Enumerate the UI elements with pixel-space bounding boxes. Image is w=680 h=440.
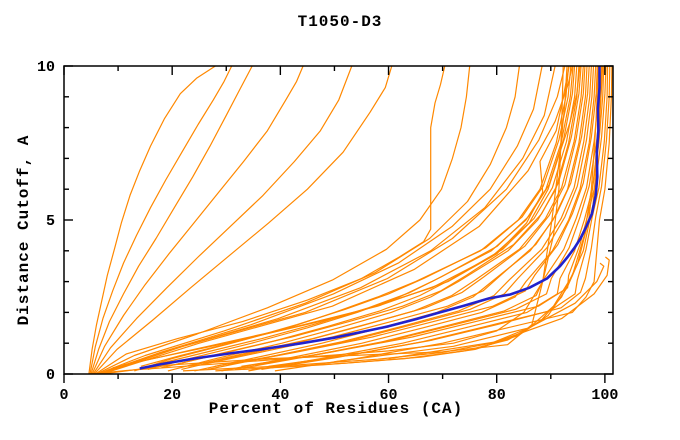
y-tick-label: 0 xyxy=(46,367,55,384)
model-curve xyxy=(181,66,584,370)
x-tick-label: 0 xyxy=(59,387,68,404)
y-tick-label: 5 xyxy=(46,213,55,230)
model-curve xyxy=(92,66,353,374)
x-tick-label: 100 xyxy=(591,387,618,404)
model-curve xyxy=(161,66,578,369)
model-curve xyxy=(242,66,604,370)
model-curve xyxy=(254,66,607,366)
model-curve xyxy=(167,66,580,372)
model-curve xyxy=(98,66,543,374)
model-curve xyxy=(96,66,471,374)
model-curve xyxy=(221,66,597,372)
x-tick-label: 40 xyxy=(271,387,289,404)
model-curve xyxy=(90,66,253,374)
model-curve xyxy=(101,66,568,374)
model-curve xyxy=(194,66,588,372)
x-tick-label: 80 xyxy=(488,387,506,404)
model-curve xyxy=(154,66,576,366)
model-curves-group xyxy=(88,66,613,374)
model-curve xyxy=(93,66,393,374)
plot-title: T1050-D3 xyxy=(297,13,383,31)
x-tick-label: 60 xyxy=(380,387,398,404)
model-curve xyxy=(89,66,233,374)
model-curve xyxy=(134,66,570,372)
model-curve xyxy=(100,66,566,374)
model-curve xyxy=(174,66,582,366)
model-curve xyxy=(140,66,572,367)
model-curve xyxy=(188,66,586,367)
model-curve xyxy=(147,66,574,370)
x-tick-label: 20 xyxy=(163,387,181,404)
x-axis-label: Percent of Residues (CA) xyxy=(208,400,464,418)
axis-ticks xyxy=(63,65,613,383)
model-curve xyxy=(97,66,520,374)
model-curve xyxy=(182,66,599,372)
tick-labels: 0 20 40 60 80 100 0 5 10 xyxy=(37,59,618,404)
model-curve xyxy=(227,66,598,366)
model-curve xyxy=(214,66,595,367)
model-curve xyxy=(268,66,611,367)
reference-curve xyxy=(139,66,601,370)
model-curve xyxy=(88,66,216,374)
model-curve xyxy=(388,256,610,360)
model-curve xyxy=(334,262,605,363)
model-curve xyxy=(274,66,613,372)
model-curve xyxy=(95,66,446,374)
y-tick-label: 10 xyxy=(37,59,55,76)
model-curve xyxy=(91,66,304,374)
